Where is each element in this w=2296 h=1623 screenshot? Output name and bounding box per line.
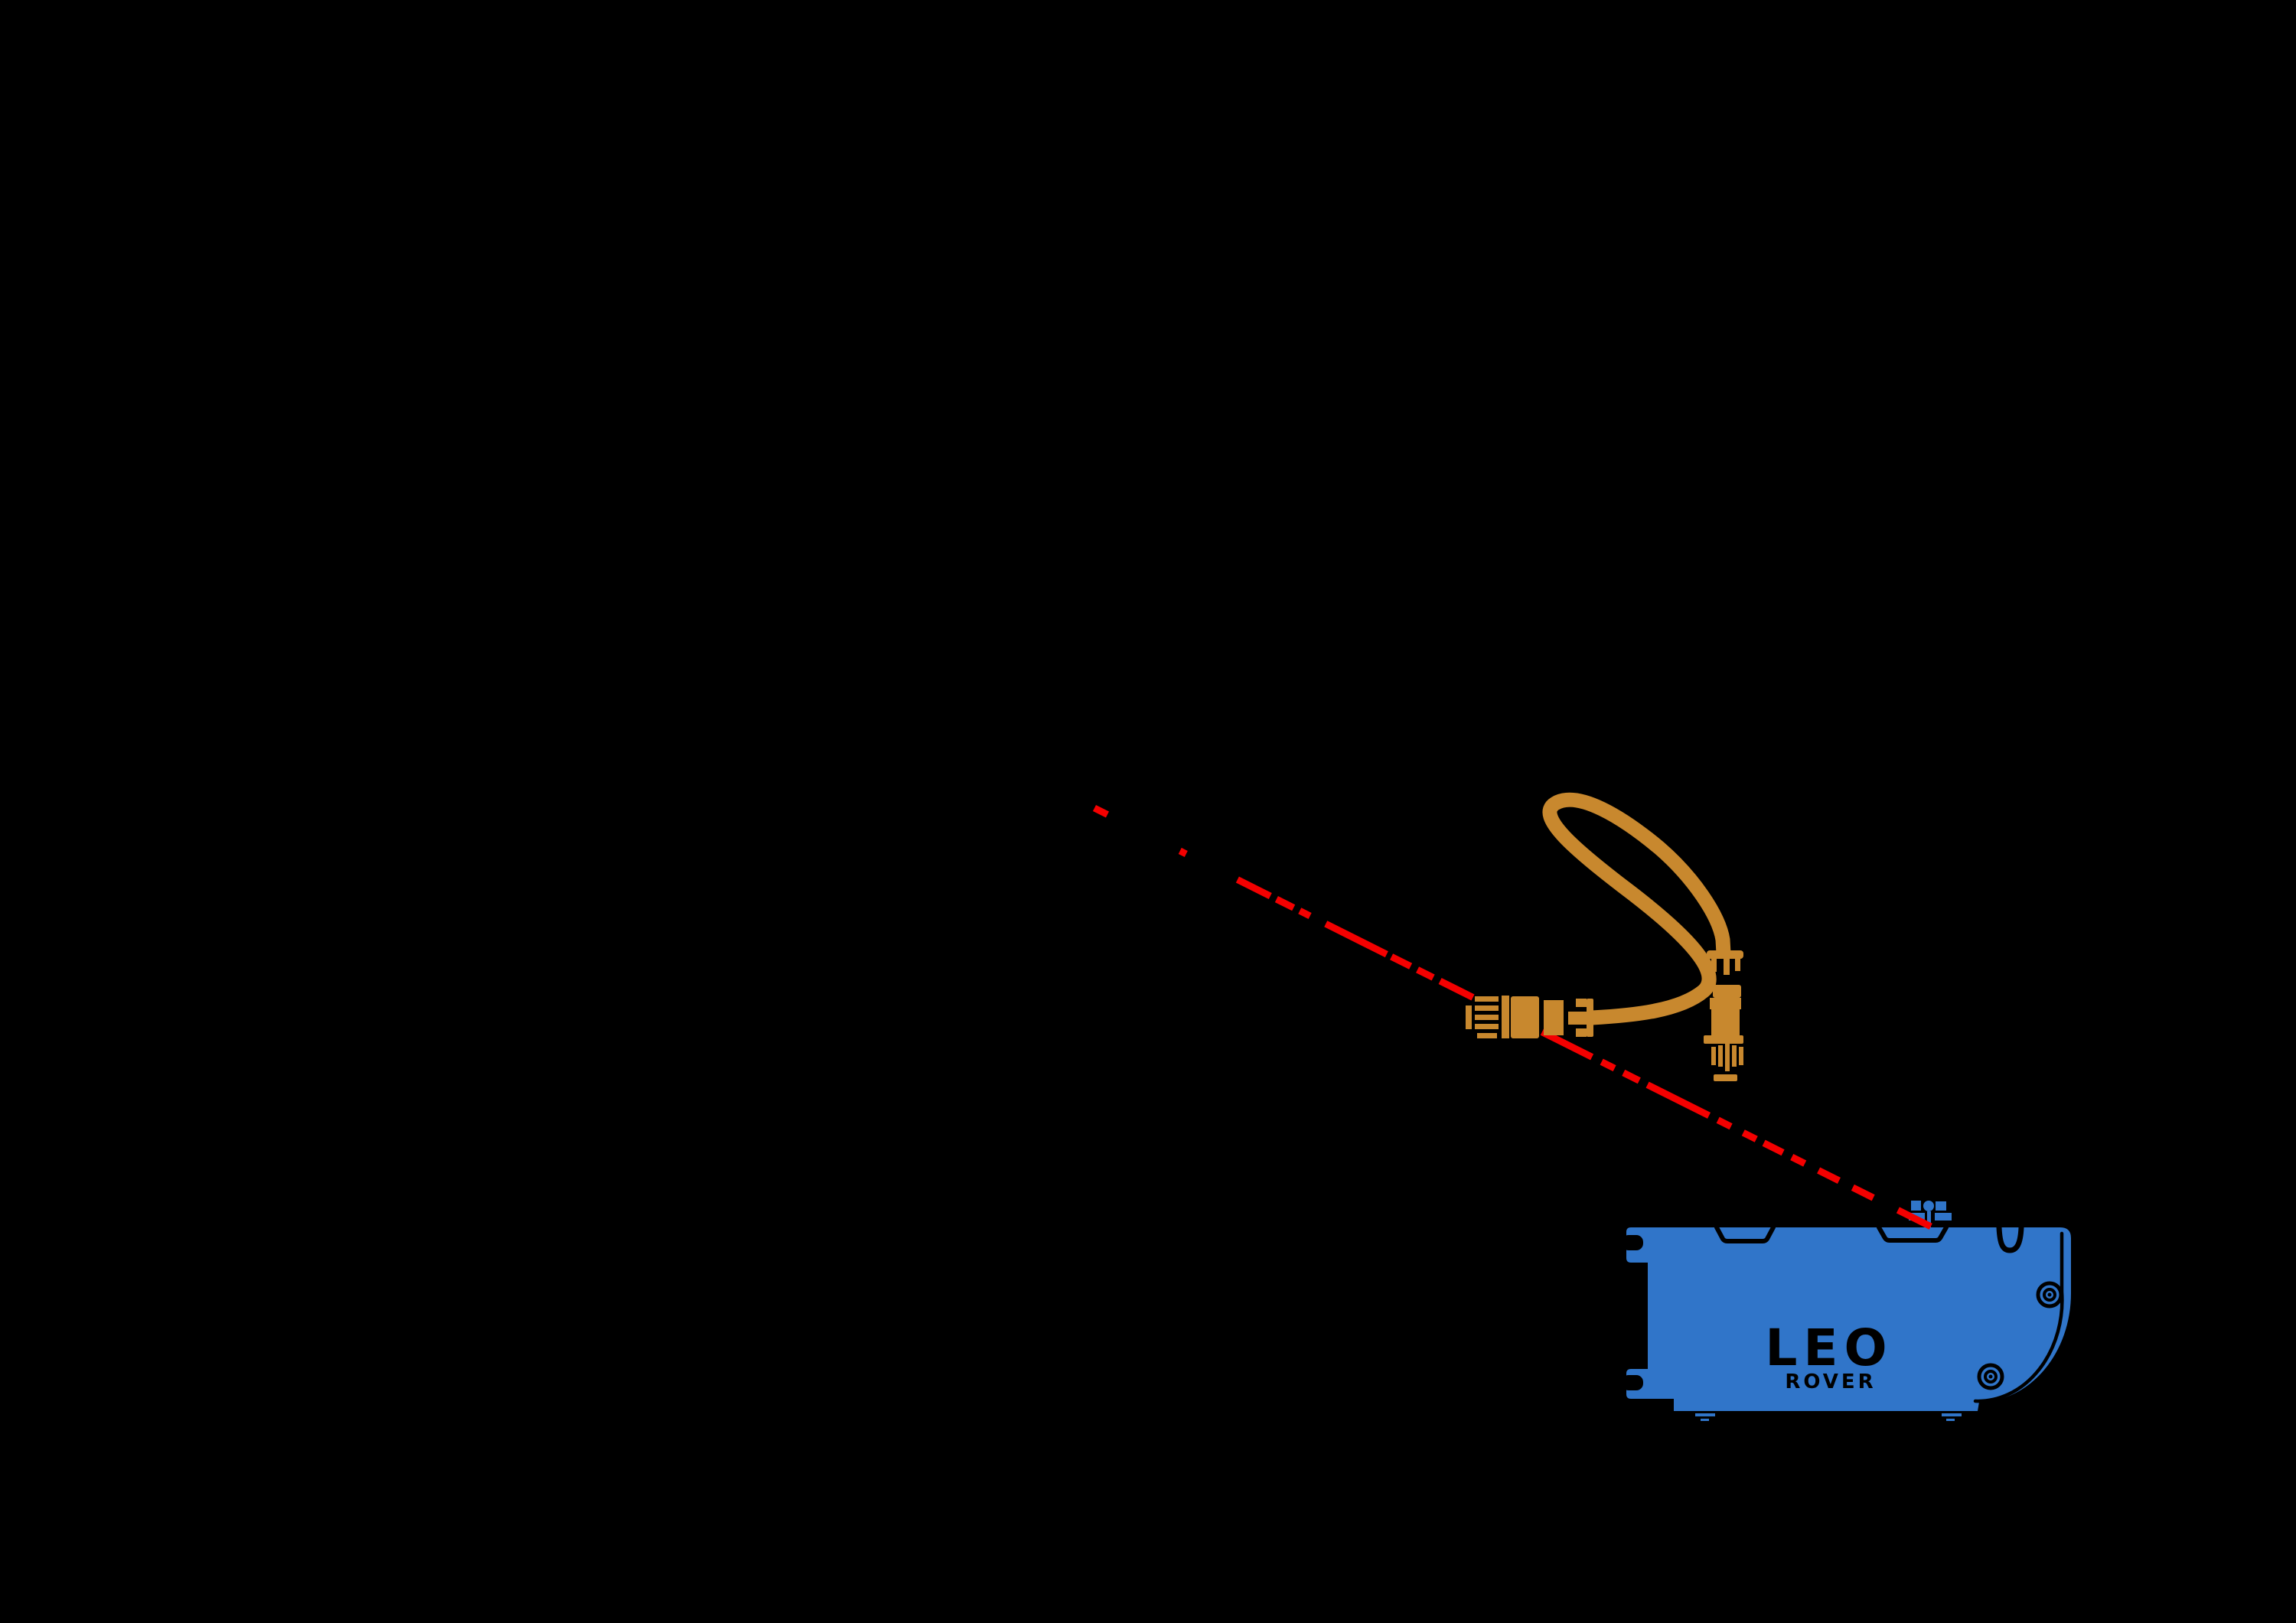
rubber-foot	[1946, 1419, 1955, 1421]
screw-center-dot	[2047, 1292, 2052, 1297]
connector-thread	[1725, 1044, 1730, 1071]
connector-thread	[1732, 1045, 1737, 1067]
connector-body	[1511, 996, 1539, 1038]
box-body	[1626, 1227, 2071, 1411]
socket-stem	[1927, 1211, 1931, 1227]
connector-flange	[1704, 1035, 1743, 1044]
connector-tip	[1466, 1005, 1472, 1029]
strain-relief-cap	[1707, 950, 1743, 959]
connector-thread	[1475, 1005, 1499, 1011]
logo-leo: LEO	[1765, 1318, 1893, 1377]
cable-connector-left	[1466, 996, 1596, 1038]
rover-electronics-box: LEO ROVER	[1622, 1201, 2071, 1421]
lid-notch-right	[1996, 1224, 2024, 1253]
rubber-foot	[1695, 1413, 1715, 1416]
rubber-feet	[1695, 1413, 1962, 1421]
cable-wire	[1542, 792, 1731, 1025]
mounting-tab-slot	[1622, 1235, 1643, 1250]
strain-relief-tooth	[1724, 957, 1730, 975]
mounting-tab-slot	[1622, 1375, 1643, 1390]
connector-thread	[1739, 1047, 1743, 1065]
rubber-foot	[1942, 1413, 1962, 1416]
screw-inner-ring	[2043, 1288, 2056, 1302]
screw	[1977, 1363, 2004, 1390]
strain-relief-prong	[1576, 999, 1587, 1007]
connector-collar	[1544, 1000, 1564, 1035]
screw-center-dot	[1988, 1374, 1993, 1379]
strain-relief-tooth	[1711, 959, 1717, 972]
socket-base-right	[1935, 1213, 1952, 1221]
connector-ring	[1502, 996, 1509, 1038]
strain-relief-prong	[1576, 1028, 1587, 1037]
connector-thread	[1477, 1033, 1497, 1038]
power-cable-assembly	[1466, 792, 1743, 1081]
lid-notch-center	[1877, 1225, 1949, 1243]
strain-relief-tooth	[1735, 959, 1740, 971]
box-detail-fills: LEO ROVER	[1622, 1235, 1893, 1393]
connector-thread	[1711, 1047, 1716, 1065]
connector-thread	[1475, 996, 1499, 1002]
connector-tip	[1714, 1074, 1737, 1081]
logo-rover: ROVER	[1785, 1370, 1876, 1393]
socket-pin-left	[1911, 1201, 1921, 1211]
socket-pin-right	[1936, 1201, 1946, 1211]
rubber-foot	[1701, 1419, 1709, 1421]
screw	[2036, 1281, 2063, 1309]
connector-thread	[1718, 1045, 1723, 1067]
screw-outer-ring	[2036, 1281, 2063, 1309]
screw-inner-ring	[1984, 1370, 1998, 1383]
lid-notch-left	[1714, 1225, 1776, 1243]
box-detail-lines	[1714, 1224, 2064, 1403]
connector-body	[1711, 1009, 1740, 1035]
panel-seam	[1973, 1231, 2064, 1403]
socket-pin-center	[1923, 1201, 1934, 1211]
screw-outer-ring	[1977, 1363, 2004, 1390]
cable-stub	[1568, 1012, 1596, 1025]
connector-thread	[1475, 1015, 1499, 1020]
cable-connector-bottom	[1704, 950, 1743, 1081]
connector-thread	[1475, 1024, 1499, 1029]
connector-collar	[1710, 998, 1741, 1009]
connector-neck	[1713, 985, 1741, 998]
